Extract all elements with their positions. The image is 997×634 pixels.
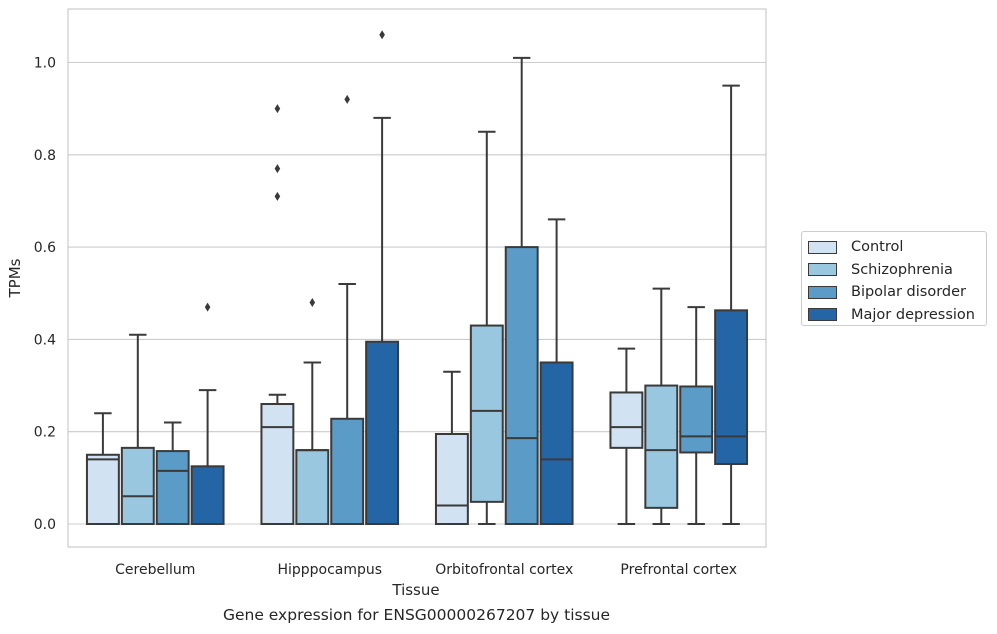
box-major-depression-cerebellum [190,302,225,525]
box-body-control-orbitofrontal-cortex [434,433,469,526]
box-body-schizophrenia-hipppocampus [295,449,330,525]
legend-label-bipolar-disorder: Bipolar disorder [851,284,966,301]
outlier-control-hipppocampus-0 [274,191,281,201]
box-body-major-depression-orbitofrontal-cortex [539,361,574,525]
box-body-schizophrenia-prefrontal-cortex [644,384,679,509]
box-control-cerebellum [85,412,120,525]
x-tick-label-prefrontal-cortex: Prefrontal cortex [620,562,737,578]
box-body-major-depression-hipppocampus [365,340,400,525]
y-tick-label-0-4: 0.4 [34,332,56,348]
box-major-depression-orbitofrontal-cortex [539,218,574,525]
box-body-control-prefrontal-cortex [609,391,644,449]
y-tick-label-0-8: 0.8 [34,148,56,164]
y-tick-label-0-0: 0.0 [34,517,56,533]
box-schizophrenia-hipppocampus [295,297,330,525]
legend-item-major-depression: Major depression [808,304,986,327]
box-bipolar-disorder-prefrontal-cortex [679,306,714,525]
grid-lines [68,61,766,525]
y-axis-ticks: 0.0 0.2 0.4 0.6 0.8 1.0 [34,56,56,534]
box-schizophrenia-prefrontal-cortex [644,287,679,525]
outlier-control-hipppocampus-1 [274,164,281,174]
x-axis-ticks: Cerebellum Hipppocampus Orbitofrontal cort… [115,562,737,578]
box-bipolar-disorder-hipppocampus [330,94,365,526]
box-major-depression-hipppocampus [365,30,400,525]
y-axis-title: TPMs [6,258,24,298]
box-schizophrenia-orbitofrontal-cortex [469,130,504,525]
box-control-hipppocampus [260,104,295,526]
legend: Control Schizophrenia Bipolar disorder M… [801,231,987,326]
chart-caption: Gene expression for ENSG00000267207 by t… [222,606,611,624]
x-tick-label-orbitofrontal-cortex: Orbitofrontal cortex [435,562,573,578]
box-control-prefrontal-cortex [609,347,644,525]
box-body-schizophrenia-cerebellum [120,446,155,526]
legend-swatch-schizophrenia [808,263,837,277]
outlier-schizophrenia-hipppocampus-0 [309,297,316,307]
box-body-bipolar-disorder-prefrontal-cortex [679,385,714,454]
outlier-major-depression-cerebellum-0 [204,302,211,312]
box-bipolar-disorder-orbitofrontal-cortex [504,56,539,525]
box-body-bipolar-disorder-cerebellum [155,450,190,526]
legend-item-schizophrenia: Schizophrenia [808,259,986,282]
x-tick-label-hipppocampus: Hipppocampus [277,562,382,578]
legend-swatch-control [808,240,837,254]
y-tick-label-0-2: 0.2 [34,425,56,441]
outlier-major-depression-hipppocampus-0 [379,30,385,40]
x-axis-title: Tissue [391,581,439,599]
plot-frame [67,8,767,548]
box-body-major-depression-cerebellum [190,465,225,525]
legend-swatch-major-depression [808,308,837,322]
legend-label-control: Control [851,239,904,256]
box-body-major-depression-prefrontal-cortex [714,309,749,466]
box-series [85,30,749,526]
legend-item-control: Control [808,236,986,259]
box-major-depression-prefrontal-cortex [714,84,749,525]
y-tick-label-1-0: 1.0 [34,56,56,72]
legend-item-bipolar-disorder: Bipolar disorder [808,281,986,304]
legend-label-major-depression: Major depression [851,306,975,323]
box-body-control-cerebellum [85,453,120,525]
box-bipolar-disorder-cerebellum [155,421,190,526]
x-tick-label-cerebellum: Cerebellum [115,562,195,578]
box-body-bipolar-disorder-hipppocampus [330,417,365,526]
box-control-orbitofrontal-cortex [434,370,469,526]
box-body-control-hipppocampus [260,403,295,526]
y-tick-label-0-6: 0.6 [34,240,56,256]
legend-swatch-bipolar-disorder [808,285,837,299]
box-body-schizophrenia-orbitofrontal-cortex [469,324,504,503]
outlier-bipolar-disorder-hipppocampus-0 [344,94,350,104]
outlier-control-hipppocampus-2 [274,104,281,114]
box-schizophrenia-cerebellum [120,333,155,526]
box-body-bipolar-disorder-orbitofrontal-cortex [504,246,539,525]
legend-label-schizophrenia: Schizophrenia [851,261,953,278]
